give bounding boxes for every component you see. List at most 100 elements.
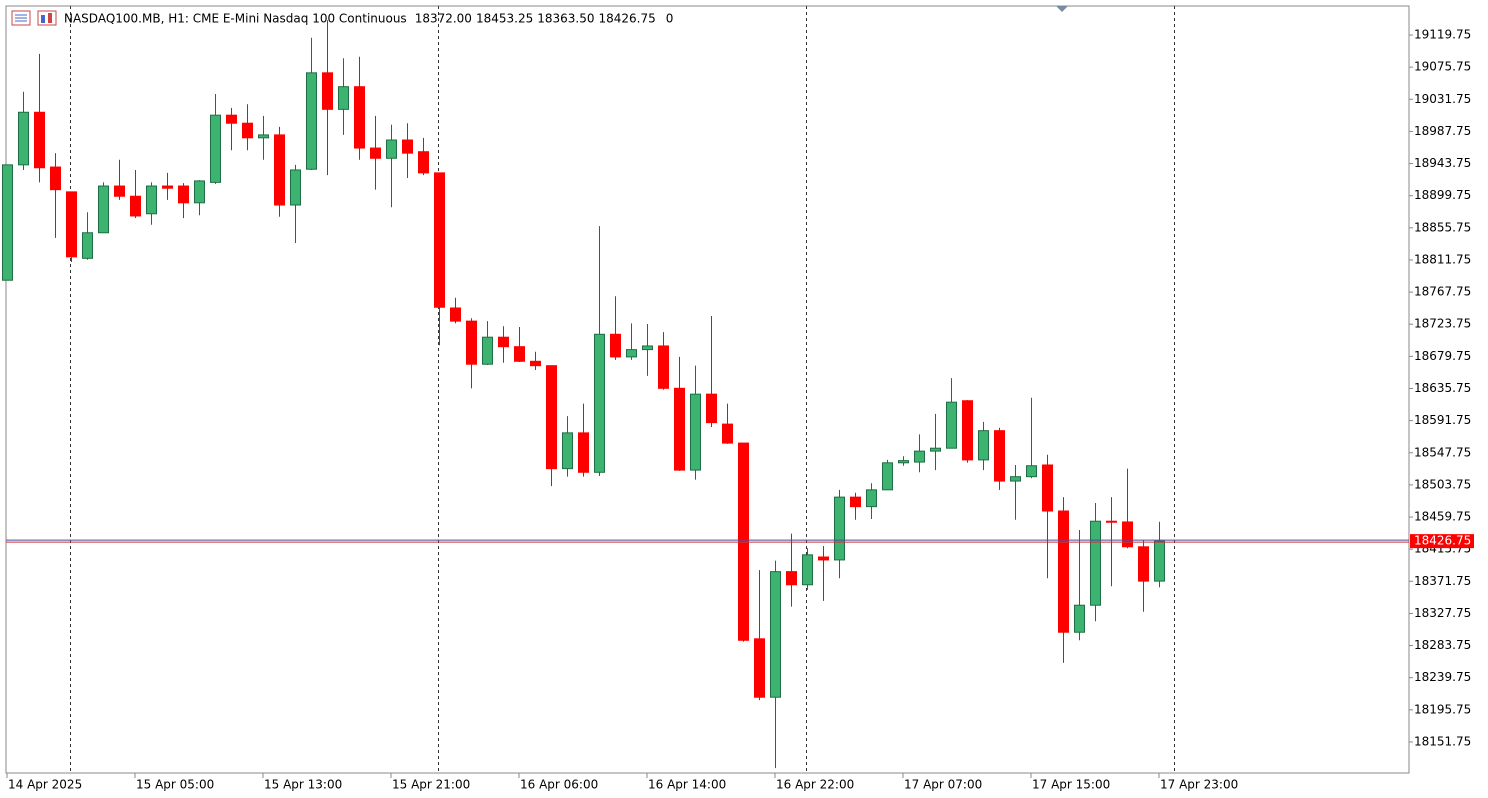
x-tick-label: 14 Apr 2025 [8,778,82,792]
shift-marker [1056,6,1068,12]
candle-body [418,151,429,174]
candle-body [1138,546,1149,582]
price-label-box [1410,534,1474,549]
y-tick-label: 18503.75 [1414,477,1471,491]
candle-body [450,307,461,322]
x-tick-label: 16 Apr 22:00 [776,778,854,792]
candle-body [546,365,557,470]
candle-body [1010,476,1021,482]
y-tick-label: 19031.75 [1414,92,1471,106]
chart-title: NASDAQ100.MB, H1: CME E-Mini Nasdaq 100 … [64,12,407,26]
header-value: 18363.50 [537,12,594,26]
candle-body [962,400,973,461]
candle-body [258,134,269,139]
header-value: 18372.00 [415,12,472,26]
candle-body [802,554,813,586]
candle-body [898,460,909,464]
candle-body [210,114,221,183]
candle-body [834,496,845,561]
candle-body [82,232,93,259]
candle-body [626,349,637,358]
candle-body [370,147,381,159]
candle-body [994,430,1005,482]
icon-chart[interactable] [37,10,57,26]
candle-body [1106,520,1117,523]
candle-body [594,333,605,473]
y-tick-label: 18811.75 [1414,252,1471,266]
candle-body [290,169,301,206]
day-separators [70,6,1175,773]
candle-body [306,72,317,170]
candle-body [674,387,685,471]
price-label: 18426.75 [1414,534,1471,548]
candle-body [226,114,237,124]
y-tick-label: 18239.75 [1414,670,1471,684]
candle-body [130,195,141,217]
candle-body [386,139,397,159]
candle-body [578,432,589,473]
y-tick-label: 19075.75 [1414,60,1471,74]
candle-body [498,336,509,348]
candle-body [1154,540,1165,582]
candle-body [1026,465,1037,478]
candle-body [786,571,797,586]
candle-body [34,111,45,169]
candle-body [2,164,13,281]
y-tick-label: 18327.75 [1414,606,1471,620]
y-tick-label: 18459.75 [1414,510,1471,524]
candle-body [690,393,701,471]
candle-body [514,346,525,362]
candle-body [434,172,445,308]
candle-body [770,571,781,698]
y-tick-label: 18195.75 [1414,702,1471,716]
y-tick-label: 18855.75 [1414,220,1471,234]
candle-body [1090,520,1101,606]
candle-body [194,180,205,204]
candle-body [930,447,941,452]
candle-body [946,401,957,449]
candle-body [162,185,173,189]
icon-bar [41,15,45,23]
header-value: 0 [666,12,674,26]
y-tick-label: 19119.75 [1414,28,1471,42]
y-tick-label: 18591.75 [1414,413,1471,427]
candle-body [882,462,893,491]
candle-body [178,185,189,204]
y-tick-label: 18635.75 [1414,381,1471,395]
candle-body [1122,521,1133,548]
y-tick-label: 18679.75 [1414,349,1471,363]
y-tick-label: 18899.75 [1414,188,1471,202]
candle-body [914,450,925,463]
candle-body [722,423,733,444]
y-tick-label: 18723.75 [1414,317,1471,331]
y-tick-label: 18151.75 [1414,734,1471,748]
candle-body [658,345,669,389]
candle-body [402,139,413,154]
candle-body [146,185,157,215]
x-tick-label: 15 Apr 05:00 [136,778,214,792]
y-tick-label: 18547.75 [1414,445,1471,459]
candle-body [322,72,333,110]
candle-body [850,496,861,508]
candle-body [242,122,253,139]
y-tick-label: 18943.75 [1414,156,1471,170]
candle-body [706,393,717,424]
x-tick-label: 16 Apr 06:00 [520,778,598,792]
candles [2,20,1165,769]
header-icons [11,10,57,26]
candle-body [114,185,125,197]
candle-body [1074,604,1085,633]
x-tick-label: 15 Apr 13:00 [264,778,342,792]
y-tick-label: 18767.75 [1414,285,1471,299]
candle-body [866,489,877,508]
candle-body [274,134,285,206]
candle-body [530,360,541,367]
x-tick-label: 17 Apr 15:00 [1032,778,1110,792]
y-tick-label: 18371.75 [1414,574,1471,588]
candle-body [754,638,765,698]
x-tick-label: 17 Apr 23:00 [1160,778,1238,792]
header-value: 18453.25 [476,12,533,26]
x-tick-label: 15 Apr 21:00 [392,778,470,792]
